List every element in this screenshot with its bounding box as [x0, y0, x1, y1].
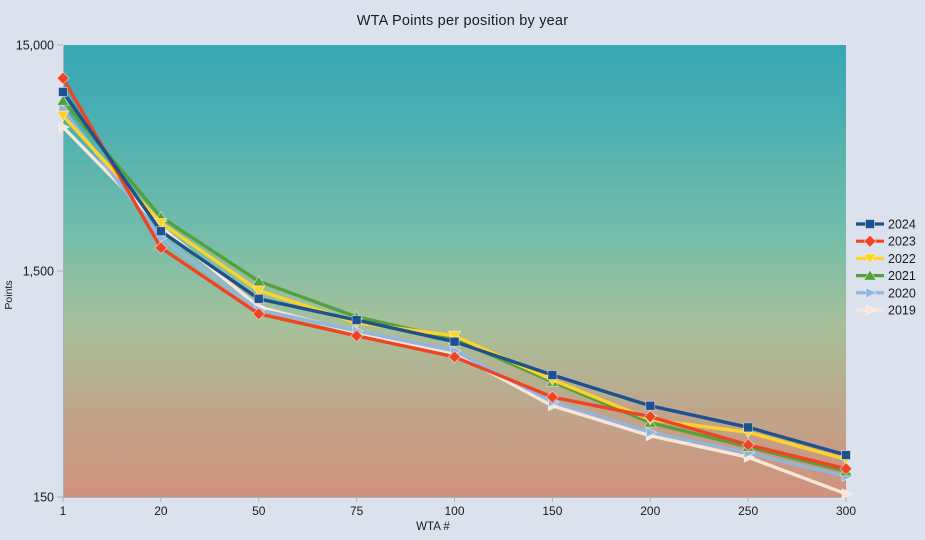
x-tick-label: 20 [154, 504, 168, 518]
legend-swatch-marker [865, 219, 875, 229]
legend-swatch-marker [865, 304, 878, 316]
series-2023-marker [252, 307, 266, 321]
x-tick-label: 150 [542, 504, 562, 518]
series-2023-marker [350, 329, 364, 343]
legend-label: 2023 [888, 235, 916, 249]
series-2024-marker [645, 400, 656, 411]
legend-item-2019: 2019 [856, 304, 916, 318]
series-2023-marker [447, 350, 462, 364]
x-tick-label: 200 [640, 504, 660, 518]
series-2021-marker [56, 94, 70, 106]
legend-swatch-marker [863, 269, 877, 281]
y-tick-label: 1,500 [23, 265, 54, 279]
x-tick-label: 100 [444, 504, 464, 518]
series-2023-marker [839, 462, 853, 476]
legend-label: 2024 [888, 218, 916, 232]
series-2019-marker [58, 121, 71, 133]
legend: 2024 2023 2022 2021 2020 2019 [856, 218, 916, 318]
x-tick-label: 75 [350, 504, 364, 518]
x-tick-label: 300 [836, 504, 856, 518]
chart-title: WTA Points per position by year [356, 13, 569, 29]
x-axis-title: WTA # [416, 521, 450, 533]
series-2024-marker [351, 315, 362, 325]
y-tick-label: 15,000 [16, 39, 54, 53]
series-2019-marker [841, 488, 854, 500]
legend-item-2024: 2024 [856, 218, 916, 232]
series-2023-marker [56, 71, 70, 85]
legend-label: 2020 [888, 286, 916, 300]
series-2024-marker [253, 293, 264, 304]
legend-swatch-marker [863, 253, 877, 265]
series-2024-marker [841, 450, 851, 460]
x-tick-label: 50 [252, 504, 266, 518]
series-2023-marker [741, 438, 755, 452]
legend-label: 2021 [888, 269, 916, 283]
series-2022-marker [154, 217, 168, 230]
legend-label: 2022 [888, 252, 916, 266]
y-tick-label: 150 [33, 491, 54, 505]
series-2024-marker [58, 87, 68, 97]
series-2022-marker [447, 330, 462, 343]
series-2023-marker [154, 241, 168, 255]
series-2023-marker [643, 410, 657, 424]
series-2020-marker [645, 426, 658, 438]
series-2022-marker [252, 285, 266, 297]
legend-item-2021: 2021 [856, 269, 916, 283]
series-2022-marker [56, 110, 70, 122]
legend-swatch-marker [863, 234, 877, 248]
legend-item-2020: 2020 [856, 286, 916, 300]
series-2024-marker [155, 226, 166, 237]
series-2024-marker [743, 422, 754, 433]
legend-label: 2019 [888, 304, 916, 318]
series-2024-marker [449, 336, 460, 347]
x-tick-label: 1 [60, 504, 67, 518]
series-2024-marker [547, 370, 558, 380]
legend-swatch-marker [865, 287, 878, 299]
legend-item-2022: 2022 [856, 252, 916, 266]
series-2023-marker [545, 390, 559, 404]
y-axis-title: Points [3, 280, 15, 309]
x-tick-label: 250 [738, 504, 758, 518]
legend-item-2023: 2023 [856, 234, 916, 249]
